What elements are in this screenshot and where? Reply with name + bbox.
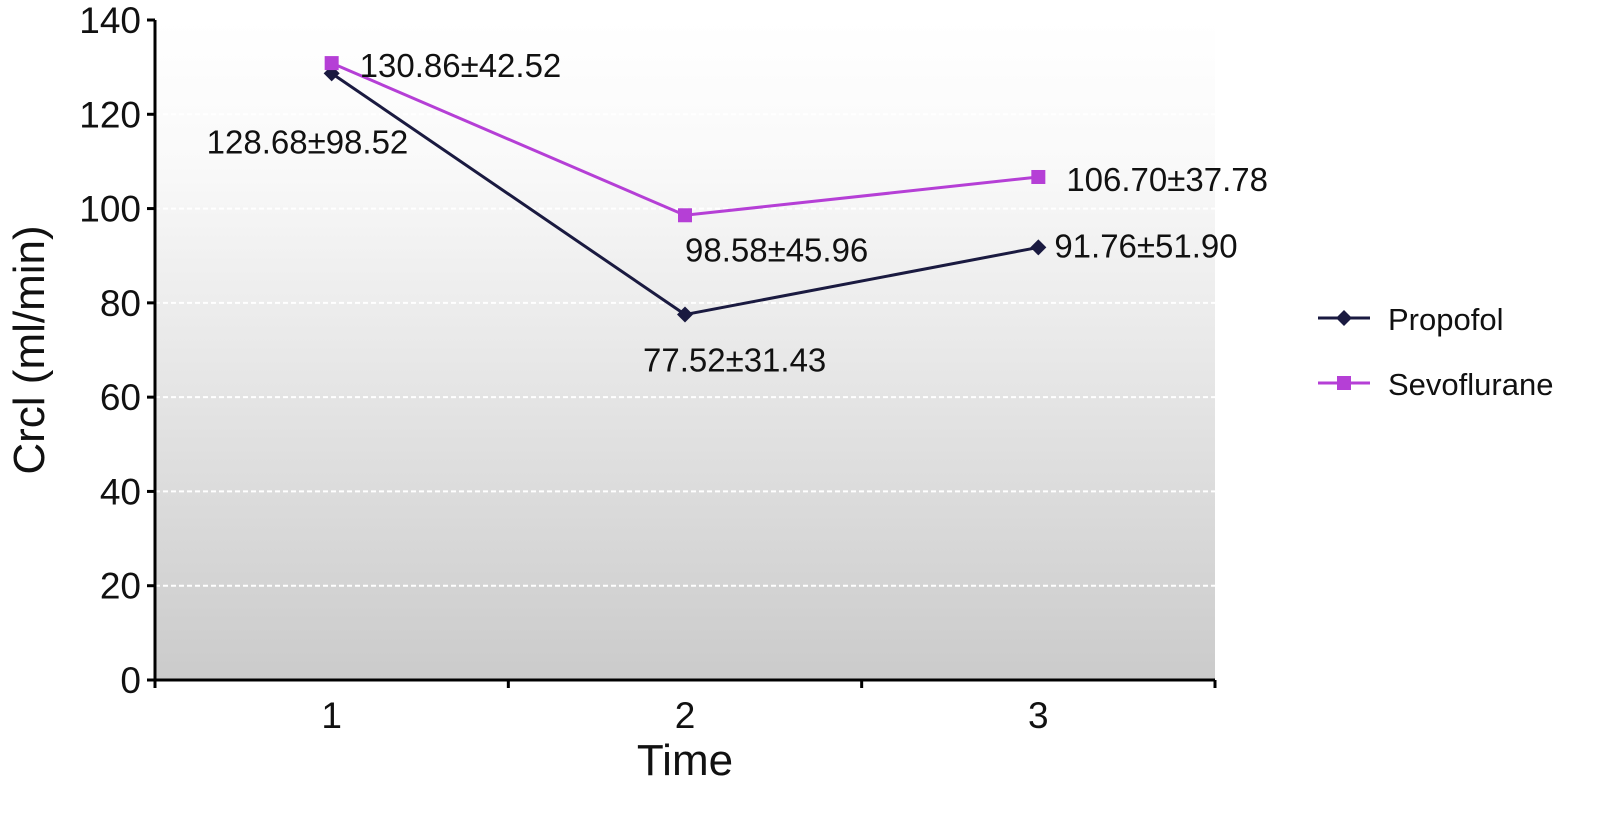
data-label: 128.68±98.52 bbox=[207, 123, 409, 160]
y-tick-label: 140 bbox=[79, 0, 141, 41]
legend-label: Sevoflurane bbox=[1388, 367, 1553, 402]
marker-sevoflurane bbox=[678, 208, 692, 223]
plot-area bbox=[155, 20, 1215, 680]
series-layer bbox=[323, 56, 1047, 323]
y-tick-label: 60 bbox=[100, 377, 141, 418]
y-tick-label: 0 bbox=[120, 660, 141, 701]
plot-background bbox=[155, 20, 1215, 680]
data-label: 77.52±31.43 bbox=[643, 342, 826, 379]
x-tick-label: 1 bbox=[321, 695, 342, 736]
data-label: 98.58±45.96 bbox=[685, 231, 868, 268]
y-tick-label: 40 bbox=[100, 471, 141, 512]
y-tick-label: 80 bbox=[100, 283, 141, 324]
legend: Propofol Sevoflurane bbox=[1318, 302, 1553, 402]
x-axis-label: Time bbox=[637, 736, 733, 785]
data-label: 106.70±37.78 bbox=[1066, 161, 1268, 198]
y-tick-label: 120 bbox=[79, 94, 141, 135]
grid-lines bbox=[155, 113, 1215, 587]
marker-propofol bbox=[1336, 310, 1352, 326]
marker-propofol bbox=[1030, 239, 1047, 256]
x-tick-label: 2 bbox=[675, 695, 696, 736]
marker-sevoflurane bbox=[1337, 376, 1351, 390]
y-axis-label: Crcl (ml/min) bbox=[5, 225, 54, 474]
data-labels: 128.68±98.52 77.52±31.43 91.76±51.90 130.86… bbox=[207, 47, 1268, 378]
marker-sevoflurane bbox=[1031, 169, 1046, 184]
data-label: 91.76±51.90 bbox=[1054, 227, 1237, 264]
data-label: 130.86±42.52 bbox=[360, 47, 562, 84]
marker-propofol bbox=[677, 306, 693, 323]
marker-sevoflurane bbox=[324, 56, 339, 71]
axes: 0 20 40 60 80 100 120 140 1 2 3 Time Crcl (ml/min) bbox=[5, 0, 1217, 785]
legend-label: Propofol bbox=[1388, 302, 1503, 337]
x-tick-label: 3 bbox=[1028, 695, 1049, 736]
y-tick-label: 20 bbox=[100, 566, 141, 607]
y-tick-label: 100 bbox=[79, 189, 141, 230]
